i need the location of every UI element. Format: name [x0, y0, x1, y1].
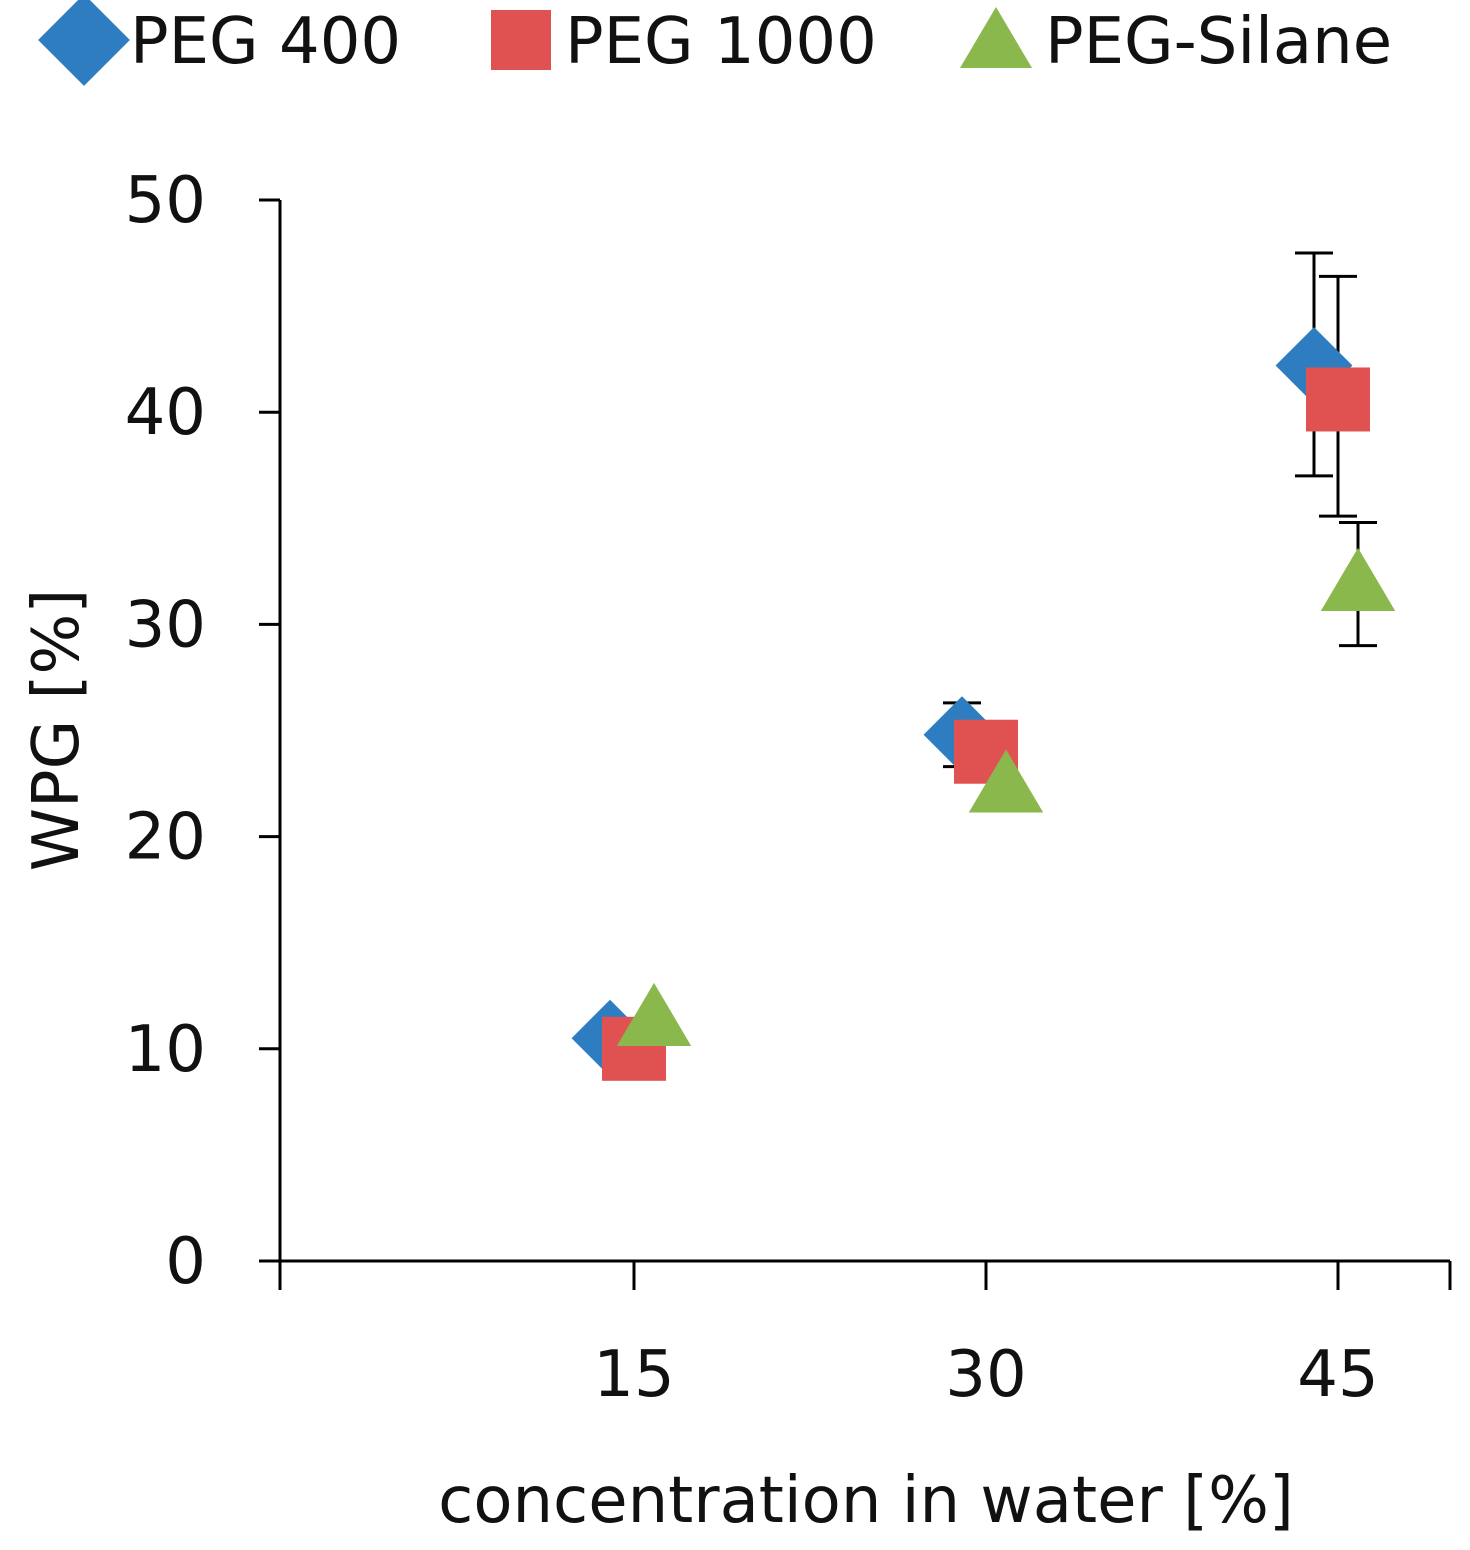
data-point: [1320, 547, 1396, 611]
x-ticks: 15 30 45: [278, 1261, 1452, 1412]
points: [571, 327, 1396, 1081]
legend-marker: [960, 7, 1032, 69]
y-tick-label: 0: [165, 1225, 206, 1299]
y-tick-label: 20: [125, 801, 206, 875]
x-axis-title: concentration in water [%]: [438, 1464, 1294, 1538]
x-tick-label: 45: [1297, 1338, 1378, 1412]
data-point: [1306, 367, 1370, 432]
data-point: [968, 749, 1044, 813]
legend-label: PEG 400: [130, 5, 401, 79]
y-tick-label: 50: [125, 164, 206, 238]
y-ticks: 0 10 20 30 40 50: [125, 164, 280, 1299]
legend-marker: [38, 0, 130, 86]
legend: PEG 400 PEG 1000 PEG-Silane: [38, 0, 1392, 86]
y-tick-label: 10: [125, 1013, 206, 1087]
y-tick-label: 40: [125, 376, 206, 450]
legend-marker: [491, 10, 551, 70]
axes: [259, 200, 1450, 1263]
y-tick-label: 30: [125, 588, 206, 662]
data-point: [616, 982, 692, 1046]
legend-label: PEG 1000: [565, 5, 877, 79]
x-tick-label: 15: [593, 1338, 674, 1412]
legend-label: PEG-Silane: [1045, 5, 1392, 79]
x-tick-label: 30: [945, 1338, 1026, 1412]
y-axis-title: WPG [%]: [20, 589, 94, 872]
